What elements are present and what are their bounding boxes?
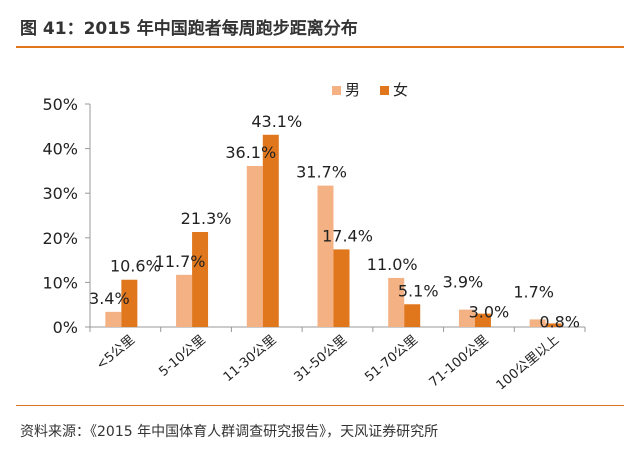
bar-series-female <box>192 232 209 327</box>
data-label-female: 5.1% <box>398 281 439 300</box>
bar-series-female <box>333 249 350 327</box>
figure-source: 资料来源：《2015 年中国体育人群调查研究报告》，天风证券研究所 <box>20 424 439 440</box>
bar-series-female <box>121 279 138 327</box>
x-tick-label: 71-100公里 <box>427 333 492 391</box>
data-label-female: 17.4% <box>322 226 373 245</box>
x-tick-label: 5-10公里 <box>156 333 208 380</box>
y-tick-label: 0% <box>53 318 78 337</box>
legend-swatch <box>332 86 341 95</box>
data-label-female: 43.1% <box>251 112 302 131</box>
bar-series-male <box>458 309 475 327</box>
data-label-female: 0.8% <box>539 312 580 331</box>
bar-series-male <box>246 165 263 327</box>
data-label-male: 3.9% <box>443 273 484 292</box>
bar-series-female <box>404 304 421 327</box>
data-label-female: 3.0% <box>469 303 510 322</box>
x-tick-label: 31-50公里 <box>292 333 351 385</box>
source-divider <box>16 405 624 406</box>
x-tick-label: 11-30公里 <box>221 333 280 385</box>
y-tick-label: 20% <box>42 229 78 248</box>
bar-series-female <box>545 323 562 327</box>
bar-series-male <box>176 274 193 327</box>
data-label-male: 3.4% <box>89 289 130 308</box>
data-label-male: 1.7% <box>513 282 554 301</box>
y-tick-label: 10% <box>42 273 78 292</box>
figure-title: 图 41：2015 年中国跑者每周跑步距离分布 <box>20 19 358 39</box>
data-label-female: 21.3% <box>181 209 232 228</box>
bar-series-male <box>529 319 546 327</box>
data-label-male: 11.7% <box>155 252 206 271</box>
data-label-male: 36.1% <box>225 143 276 162</box>
legend-label: 女 <box>393 81 408 99</box>
y-tick-label: 30% <box>42 184 78 203</box>
bar-series-male <box>388 277 405 327</box>
data-label-male: 11.0% <box>367 255 418 274</box>
legend-label: 男 <box>345 81 360 99</box>
bar-series-male <box>317 185 334 327</box>
data-label-male: 31.7% <box>296 163 347 182</box>
x-tick-label: <5公里 <box>94 333 138 374</box>
title-divider <box>16 46 624 48</box>
x-tick-label: 51-70公里 <box>362 333 421 385</box>
bar-series-male <box>105 311 122 327</box>
bar-chart: 0% 10% 20% 30% 40% 50% 3.4% 10.6% <5公里 11.7% 21.3%… <box>42 81 586 394</box>
x-tick-label: 100公里以上 <box>494 333 562 394</box>
data-label-female: 10.6% <box>110 257 161 276</box>
bar-series-female <box>262 134 279 327</box>
y-tick-label: 40% <box>42 140 78 159</box>
y-tick-label: 50% <box>42 95 78 114</box>
legend-swatch <box>380 86 389 95</box>
bar-series-female <box>474 313 491 327</box>
